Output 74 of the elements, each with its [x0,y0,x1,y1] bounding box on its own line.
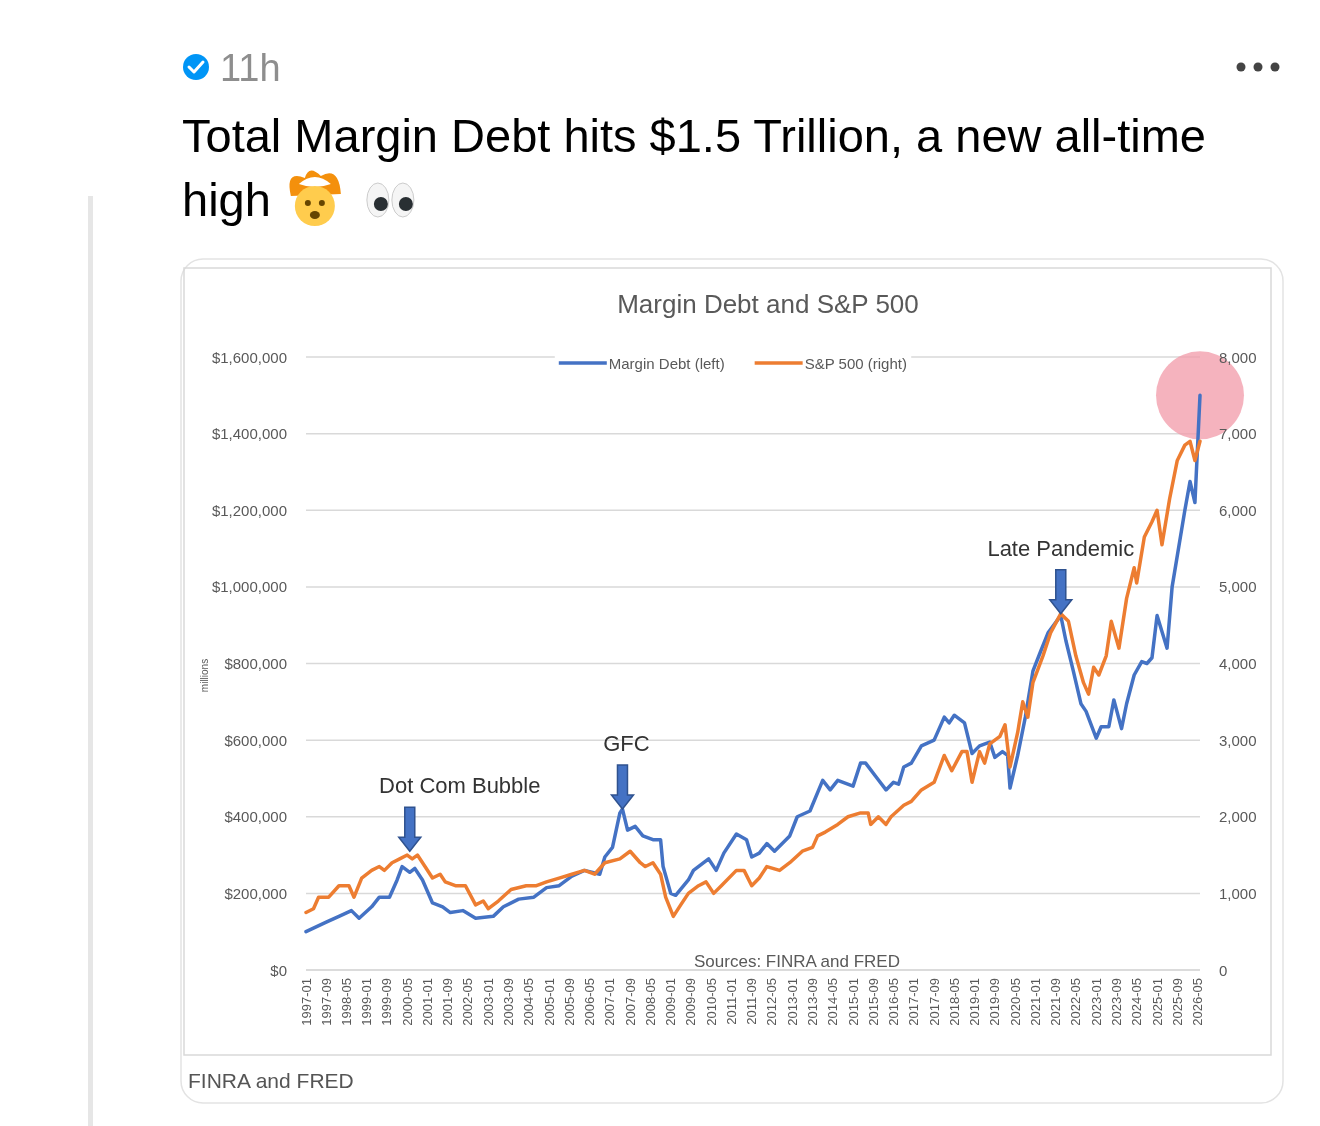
y-tick-label: $0 [270,961,287,979]
text: 11h [220,47,281,89]
x-tick-label: 2020-05 [1007,978,1023,1026]
x-tick-label: 2001-09 [440,978,456,1026]
y2-tick-label: 0 [1219,961,1228,979]
x-tick-label: 2017-01 [906,978,922,1026]
x-tick-label: 2014-05 [825,978,841,1026]
x-tick-label: 2000-05 [399,978,415,1026]
x-tick-label: 2019-01 [967,978,983,1026]
y2-tick-label: 2,000 [1219,808,1257,826]
x-tick-label: 2007-09 [622,978,638,1026]
x-tick-label: 2025-09 [1169,978,1185,1026]
annotation: Sources: FINRA and FRED [694,952,900,971]
x-tick-label: 2022-05 [1068,978,1084,1026]
x-tick-label: 2021-01 [1027,978,1043,1026]
text: Total Margin Debt hits $1.5 Trillion, a new all-time high [182,109,1206,226]
annotation: Dot Com Bubble [379,773,541,799]
y2-tick-label: 5,000 [1219,578,1257,596]
x-tick-label: 1998-05 [338,978,354,1026]
y-tick-label: $600,000 [224,731,287,749]
legend-label: S&P 500 (right) [804,354,907,372]
y-tick-label: $1,400,000 [211,425,287,443]
y2-tick-label: 4,000 [1219,655,1257,672]
x-tick-label: 2023-09 [1108,978,1124,1026]
x-tick-label: 2017-09 [926,978,942,1026]
y-tick-label: $200,000 [224,884,287,902]
x-tick-label: 2019-09 [987,978,1003,1026]
y-axis-title: millions [198,658,210,693]
x-tick-label: 2025-01 [1149,978,1165,1026]
annotation: Late Pandemic [987,535,1135,561]
y-tick-label: $400,000 [224,808,287,826]
x-tick-label: 2013-09 [805,978,821,1026]
x-tick-label: 2008-05 [642,978,658,1026]
x-tick-label: 2011-01 [723,978,739,1025]
x-tick-label: 1999-01 [359,978,375,1026]
legend-label: Margin Debt (left) [608,354,725,372]
x-tick-label: 2003-09 [501,978,517,1026]
x-tick-label: 2005-09 [561,978,577,1026]
y2-tick-label: 6,000 [1219,501,1257,519]
x-tick-label: 2004-05 [521,978,537,1026]
x-tick-label: 1997-01 [298,978,314,1026]
x-tick-label: 2013-01 [784,978,800,1026]
x-tick-label: 1999-09 [379,978,395,1026]
x-tick-label: 2001-01 [420,978,436,1026]
x-tick-label: 2021-09 [1048,978,1064,1026]
x-tick-label: 2023-01 [1088,978,1104,1026]
x-tick-label: 2011-09 [744,978,760,1025]
x-tick-label: 2007-01 [602,978,618,1026]
x-tick-label: 2024-05 [1129,978,1145,1026]
x-tick-label: 2015-09 [865,978,881,1026]
x-tick-label: 2006-05 [582,978,598,1026]
annotation: GFC [603,731,650,757]
y-tick-label: $1,600,000 [211,348,287,366]
x-tick-label: 2012-05 [764,978,780,1026]
x-tick-label: 2009-01 [663,978,679,1026]
x-tick-label: 2010-05 [703,978,719,1026]
text: FINRA and FRED [188,1069,354,1092]
chart-title: Margin Debt and S&P 500 [617,289,919,319]
y2-tick-label: 8,000 [1219,348,1257,366]
x-tick-label: 1997-09 [318,978,334,1026]
y-tick-label: $1,200,000 [211,501,287,519]
y-tick-label: $800,000 [224,655,287,672]
y2-tick-label: 7,000 [1219,425,1257,443]
x-tick-label: 2015-01 [845,978,861,1026]
x-tick-label: 2018-05 [946,978,962,1026]
x-tick-label: 2002-05 [460,978,476,1026]
x-tick-label: 2009-09 [683,978,699,1026]
x-tick-label: 2003-01 [480,978,496,1026]
y2-tick-label: 1,000 [1219,884,1257,902]
x-tick-label: 2016-05 [886,978,902,1026]
y-tick-label: $1,000,000 [211,578,287,596]
x-tick-label: 2026-05 [1189,978,1205,1026]
y2-tick-label: 3,000 [1219,731,1257,749]
x-tick-label: 2005-01 [541,978,557,1026]
